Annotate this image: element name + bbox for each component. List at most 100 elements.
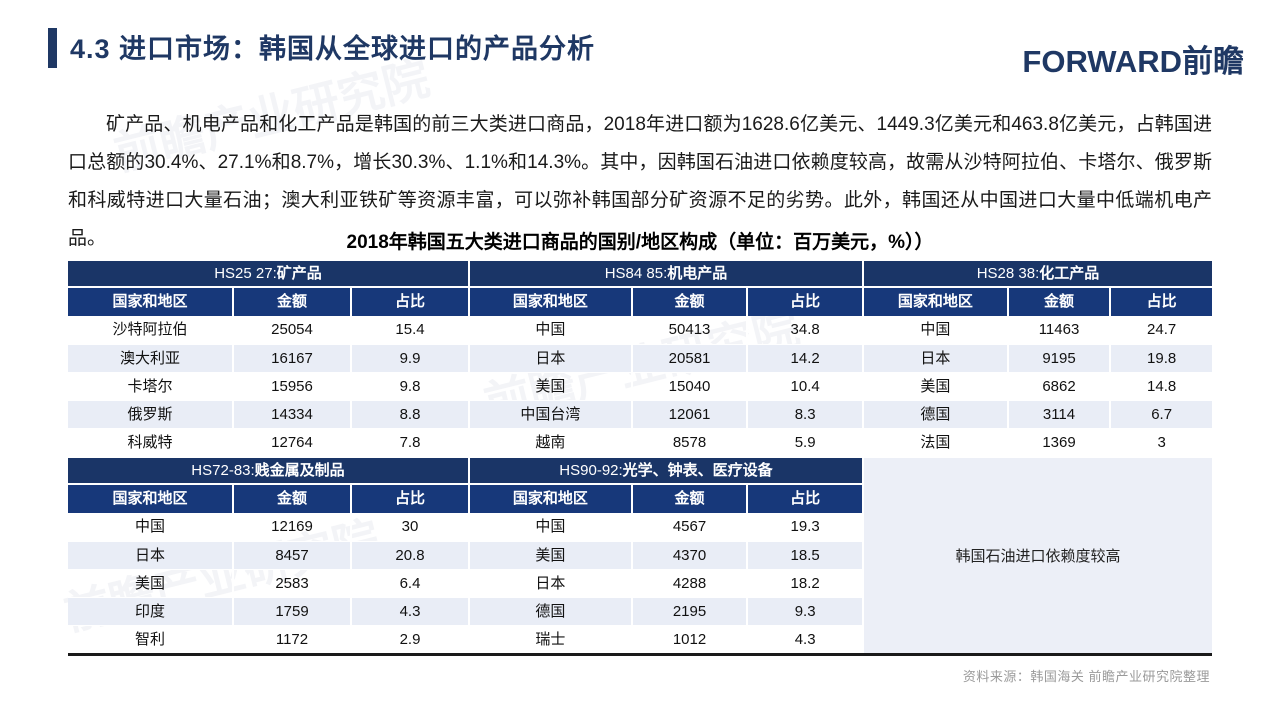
table-chemicals: HS28 38:化工产品 国家和地区 金额 占比 中国 11463 24.7 日本 9195… <box>864 261 1212 456</box>
table-cell: 德国 <box>864 400 1007 428</box>
table-cell: 9.9 <box>350 344 468 372</box>
table-row: 美国 2583 6.4 <box>68 569 468 597</box>
table-row: 中国 50413 34.8 <box>470 316 862 344</box>
table-body: 中国 50413 34.8 日本 20581 14.2 美国 15040 10.4 中国台湾 120… <box>470 316 862 456</box>
table-row: 中国 11463 24.7 <box>864 316 1212 344</box>
intro-paragraph: 矿产品、机电产品和化工产品是韩国的前三大类进口商品，2018年进口额为1628.… <box>68 114 1212 249</box>
header: 4.3 进口市场：韩国从全球进口的产品分析 <box>48 28 595 70</box>
table-cell: 24.7 <box>1109 316 1212 344</box>
table-cell: 25054 <box>232 316 350 344</box>
table-minerals: HS25 27:矿产品 国家和地区 金额 占比 沙特阿拉伯 25054 15.4 澳大利亚… <box>68 261 468 456</box>
table-cell: 34.8 <box>746 316 862 344</box>
table-cell: 越南 <box>470 428 631 456</box>
table-cell: 8.3 <box>746 400 862 428</box>
table-row: 日本 9195 19.8 <box>864 344 1212 372</box>
table-cell: 1172 <box>232 625 350 653</box>
table-cell: 14.2 <box>746 344 862 372</box>
table-cell: 8.8 <box>350 400 468 428</box>
table-row: 日本 8457 20.8 <box>68 541 468 569</box>
table-body: 中国 11463 24.7 日本 9195 19.8 美国 6862 14.8 德国 3114 6.7… <box>864 316 1212 456</box>
table-cell: 中国 <box>134 518 165 535</box>
table-cell: 15.4 <box>350 316 468 344</box>
table-row: 沙特阿拉伯 25054 15.4 <box>68 316 468 344</box>
hs-code: HS90-92: <box>559 462 623 479</box>
column-header: 国家和地区 <box>512 293 588 310</box>
table-row: 澳大利亚 16167 9.9 <box>68 344 468 372</box>
column-header-row: 国家和地区 金额 占比 <box>470 485 862 513</box>
data-source: 资料来源：韩国海关 前瞻产业研究院整理 <box>962 669 1210 684</box>
page-title: 4.3 进口市场：韩国从全球进口的产品分析 <box>70 34 596 64</box>
table-cell: 9195 <box>1006 344 1110 372</box>
table-cell: 1369 <box>1006 428 1110 456</box>
hs-code: HS25 27: <box>214 265 277 282</box>
table-row: 智利 1172 2.9 <box>68 625 468 653</box>
table-optical-medical: HS90-92:光学、钟表、医疗设备 国家和地区 金额 占比 中国 4567 19.3 美… <box>470 458 862 653</box>
table-cell: 12764 <box>232 428 350 456</box>
table-cell: 澳大利亚 <box>68 344 232 372</box>
import-tables: HS25 27:矿产品 国家和地区 金额 占比 沙特阿拉伯 25054 15.4 澳大利亚… <box>68 261 1212 656</box>
table-group-header: HS84 85:机电产品 <box>470 261 862 286</box>
column-header-row: 国家和地区 金额 占比 <box>470 288 862 316</box>
column-header: 金额 <box>1006 288 1110 316</box>
table-cell: 11463 <box>1006 316 1110 344</box>
table-cell: 18.5 <box>746 541 862 569</box>
table-cell: 中国 <box>535 321 566 338</box>
table-row: 越南 8578 5.9 <box>470 428 862 456</box>
column-header: 金额 <box>232 288 350 316</box>
table-cell: 美国 <box>470 372 631 400</box>
table-cell: 6862 <box>1006 372 1110 400</box>
table-cell: 中国台湾 <box>470 400 631 428</box>
table-cell: 4.3 <box>350 597 468 625</box>
table-cell: 美国 <box>68 569 232 597</box>
table-cell: 3114 <box>1006 400 1110 428</box>
table-cell: 8578 <box>630 428 747 456</box>
column-header: 国家和地区 <box>112 490 188 507</box>
table-cell: 50413 <box>630 316 747 344</box>
table-cell: 12169 <box>232 513 350 541</box>
table-row: 美国 6862 14.8 <box>864 372 1212 400</box>
table-row: 德国 3114 6.7 <box>864 400 1212 428</box>
table-cell: 6.4 <box>350 569 468 597</box>
table-row: 科威特 12764 7.8 <box>68 428 468 456</box>
table-cell: 6.7 <box>1109 400 1212 428</box>
table-cell: 4370 <box>630 541 747 569</box>
column-header: 国家和地区 <box>112 293 188 310</box>
table-cell: 1759 <box>232 597 350 625</box>
table-title: 2018年韩国五大类进口商品的国别/地区构成（单位：百万美元，%）） <box>346 232 934 253</box>
table-cell: 10.4 <box>746 372 862 400</box>
table-cell: 美国 <box>470 541 631 569</box>
table-cell: 4567 <box>630 513 747 541</box>
hs-code: HS72-83: <box>191 462 255 479</box>
column-header: 占比 <box>350 288 468 316</box>
table-cell: 5.9 <box>746 428 862 456</box>
table-cell: 科威特 <box>68 428 232 456</box>
table-cell: 14.8 <box>1109 372 1212 400</box>
table-row: 日本 4288 18.2 <box>470 569 862 597</box>
table-cell: 中国 <box>535 518 566 535</box>
table-cell: 2.9 <box>350 625 468 653</box>
table-cell: 日本 <box>864 344 1007 372</box>
table-cell: 瑞士 <box>470 625 631 653</box>
table-cell: 3 <box>1109 428 1212 456</box>
table-body: 沙特阿拉伯 25054 15.4 澳大利亚 16167 9.9 卡塔尔 15956 9.8 俄罗斯… <box>68 316 468 456</box>
table-cell: 德国 <box>470 597 631 625</box>
table-cell: 沙特阿拉伯 <box>112 321 188 338</box>
table-cell: 法国 <box>864 428 1007 456</box>
table-cell: 30 <box>350 513 468 541</box>
table-cell: 14334 <box>232 400 350 428</box>
group-name: 机电产品 <box>667 265 728 282</box>
table-group-header: HS90-92:光学、钟表、医疗设备 <box>470 458 862 483</box>
table-cell: 2195 <box>630 597 747 625</box>
table-row: 中国 4567 19.3 <box>470 513 862 541</box>
table-cell: 20581 <box>630 344 747 372</box>
table-cell: 日本 <box>470 344 631 372</box>
group-name: 光学、钟表、医疗设备 <box>622 462 773 479</box>
table-group-header: HS28 38:化工产品 <box>864 261 1212 286</box>
note-text: 韩国石油进口依赖度较高 <box>955 548 1121 565</box>
table-cell: 印度 <box>68 597 232 625</box>
table-cell: 1012 <box>630 625 747 653</box>
table-row: 俄罗斯 14334 8.8 <box>68 400 468 428</box>
table-cell: 19.8 <box>1109 344 1212 372</box>
table-row: 印度 1759 4.3 <box>68 597 468 625</box>
column-header-row: 国家和地区 金额 占比 <box>68 288 468 316</box>
